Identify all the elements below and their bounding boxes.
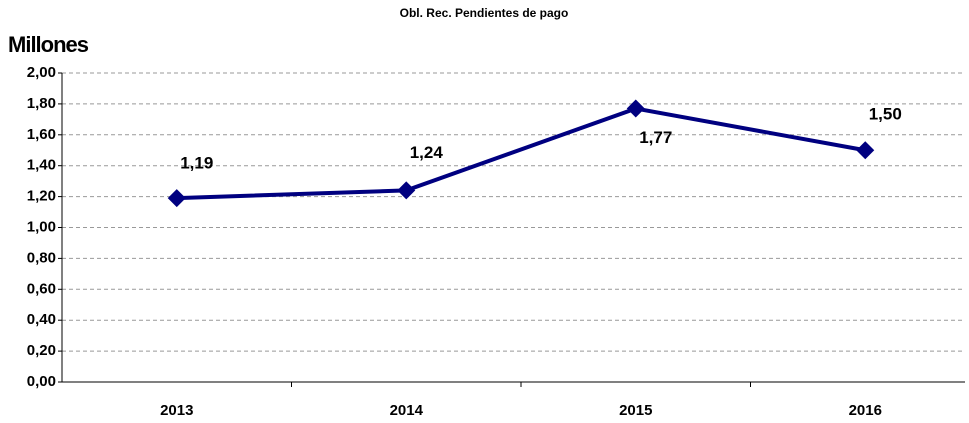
y-tick-label: 1,80	[27, 95, 56, 112]
x-tick-label: 2015	[619, 402, 652, 419]
marker	[167, 189, 186, 208]
y-tick-label: 0,00	[27, 373, 56, 390]
marker	[626, 99, 645, 118]
data-label: 1,24	[410, 143, 444, 162]
marker	[397, 181, 416, 200]
y-tick-label: 0,80	[27, 249, 56, 266]
marker	[856, 141, 875, 160]
y-tick-label: 1,60	[27, 126, 56, 143]
data-label: 1,50	[869, 105, 902, 124]
data-label: 1,19	[180, 154, 213, 173]
y-axis-label: Millones	[8, 32, 89, 57]
data-label: 1,77	[639, 128, 672, 147]
y-tick-label: 0,20	[27, 342, 56, 359]
y-tick-label: 0,40	[27, 311, 56, 328]
y-tick-label: 1,40	[27, 157, 56, 174]
y-tick-label: 2,00	[27, 64, 56, 81]
x-tick-label: 2016	[849, 402, 882, 419]
y-tick-label: 1,20	[27, 188, 56, 205]
chart-title: Obl. Rec. Pendientes de pago	[400, 6, 569, 20]
y-tick-label: 0,60	[27, 280, 56, 297]
y-tick-label: 1,00	[27, 218, 56, 235]
x-tick-label: 2013	[160, 402, 193, 419]
x-tick-label: 2014	[390, 402, 424, 419]
line	[176, 106, 866, 201]
